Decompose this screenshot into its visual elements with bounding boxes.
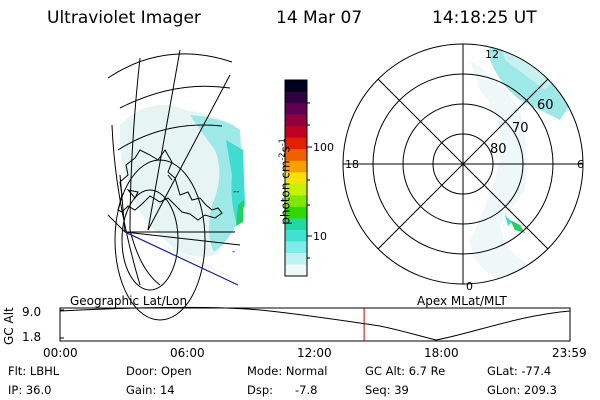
colorbar-segment <box>285 160 307 173</box>
colorbar-segment <box>285 206 307 219</box>
mlat-label-80: 80 <box>490 142 507 157</box>
colorbar-segment <box>285 114 307 127</box>
colorbar-segment <box>285 126 307 139</box>
colorbar-segment <box>285 137 307 150</box>
orbit-xtick-0600: 06:00 <box>170 346 205 360</box>
colorbar-segment <box>285 241 307 254</box>
colorbar-segment <box>285 229 307 242</box>
colorbar-tick-100: 100 <box>313 141 334 154</box>
orbit-altitude-curve <box>59 306 571 341</box>
geo-aurora-image <box>119 105 245 280</box>
geo-coastline <box>117 149 223 221</box>
observation-time: 14:18:25 UT <box>432 8 537 28</box>
polar-map-label: Apex MLat/MLT <box>417 294 507 308</box>
colorbar-segment <box>285 91 307 104</box>
colorbar-segment <box>285 183 307 196</box>
orbit-xtick-1200: 12:00 <box>297 346 332 360</box>
mlt-label-6: 6 <box>577 158 584 171</box>
status-dsp-label: Dsp: <box>247 383 274 397</box>
orbit-xtick-0000: 00:00 <box>43 346 78 360</box>
colorbar-segment <box>285 264 307 277</box>
status-mode: Mode: Normal <box>247 364 328 378</box>
instrument-title: Ultraviolet Imager <box>47 8 201 28</box>
status-door: Door: Open <box>126 364 192 378</box>
orbit-ytick-low: 1.8 <box>22 330 42 344</box>
status-glon: GLon: 209.3 <box>487 383 557 397</box>
status-gain: Gain: 14 <box>126 383 175 397</box>
colorbar-segment <box>285 195 307 208</box>
status-glat: GLat: -77.4 <box>487 364 552 378</box>
colorbar-tick-10: 10 <box>313 230 327 243</box>
colorbar-segment <box>285 252 307 265</box>
status-ip: IP: 36.0 <box>8 383 52 397</box>
geo-grid <box>107 49 241 321</box>
geo-edge-tick: -- <box>233 187 240 197</box>
status-filter: Flt: LBHL <box>8 364 60 378</box>
mlt-label-0: 0 <box>466 280 473 293</box>
svg-text:-: - <box>232 247 235 257</box>
status-gc-alt: GC Alt: 6.7 Re <box>365 364 446 378</box>
observation-date: 14 Mar 07 <box>276 8 363 28</box>
orbit-ytick-high: 9.0 <box>22 305 42 319</box>
colorbar-segment <box>285 172 307 185</box>
colorbar-segment <box>285 80 307 93</box>
orbit-xtick-1800: 18:00 <box>424 346 459 360</box>
mlt-label-18: 18 <box>345 158 359 171</box>
orbit-xtick-2359: 23:59 <box>552 346 587 360</box>
orbit-ylabel: GC Alt <box>2 307 16 345</box>
mlt-label-12: 12 <box>485 48 499 61</box>
colorbar-segment <box>285 103 307 116</box>
colorbar-segment <box>285 149 307 162</box>
geo-map-label: Geographic Lat/Lon <box>70 294 188 308</box>
mlat-label-60: 60 <box>537 98 554 113</box>
status-dsp-value: -7.8 <box>295 383 318 397</box>
colorbar-segment <box>285 218 307 231</box>
status-seq: Seq: 39 <box>365 383 409 397</box>
mlat-label-70: 70 <box>512 121 529 136</box>
polar-grid <box>342 43 584 285</box>
